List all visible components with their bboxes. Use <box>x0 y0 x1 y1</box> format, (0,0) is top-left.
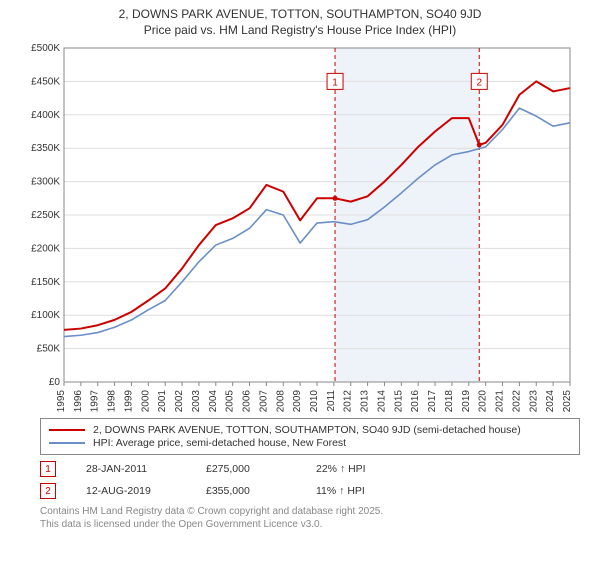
svg-text:2020: 2020 <box>478 390 489 412</box>
svg-text:2001: 2001 <box>157 390 168 412</box>
chart-title: 2, DOWNS PARK AVENUE, TOTTON, SOUTHAMPTO… <box>0 6 600 38</box>
svg-text:2012: 2012 <box>343 390 354 412</box>
svg-text:2010: 2010 <box>309 390 320 412</box>
svg-text:2: 2 <box>476 78 482 89</box>
svg-text:2000: 2000 <box>140 390 151 412</box>
svg-text:1999: 1999 <box>123 390 134 412</box>
credit-line2: This data is licensed under the Open Gov… <box>40 518 580 531</box>
svg-text:2022: 2022 <box>511 390 522 412</box>
svg-text:2011: 2011 <box>326 390 337 412</box>
svg-text:1998: 1998 <box>107 390 118 412</box>
svg-text:2021: 2021 <box>495 390 506 412</box>
sale-marker-2: 2 <box>40 483 56 499</box>
title-line1: 2, DOWNS PARK AVENUE, TOTTON, SOUTHAMPTO… <box>0 6 600 22</box>
svg-text:2017: 2017 <box>427 390 438 412</box>
title-line2: Price paid vs. HM Land Registry's House … <box>0 22 600 38</box>
svg-text:2024: 2024 <box>545 390 556 412</box>
svg-text:2002: 2002 <box>174 390 185 412</box>
svg-text:£100K: £100K <box>31 311 60 322</box>
svg-text:£50K: £50K <box>37 344 61 355</box>
legend-row-1: 2, DOWNS PARK AVENUE, TOTTON, SOUTHAMPTO… <box>49 424 571 436</box>
svg-text:2004: 2004 <box>208 390 219 412</box>
sale-row-1: 1 28-JAN-2011 £275,000 22% ↑ HPI <box>40 461 580 477</box>
legend-label-1: 2, DOWNS PARK AVENUE, TOTTON, SOUTHAMPTO… <box>93 424 521 436</box>
chart-area: £0 £50K £100K £150K £200K £250K £300K £350K £400… <box>20 42 580 412</box>
svg-text:£0: £0 <box>49 377 61 388</box>
legend-label-2: HPI: Average price, semi-detached house,… <box>93 437 346 449</box>
svg-text:2014: 2014 <box>376 390 387 412</box>
sale-delta-1: 22% ↑ HPI <box>316 463 366 475</box>
svg-text:£400K: £400K <box>31 110 60 121</box>
svg-text:£450K: £450K <box>31 77 60 88</box>
svg-text:2023: 2023 <box>528 390 539 412</box>
legend-swatch-1 <box>49 429 85 431</box>
svg-text:1996: 1996 <box>73 390 84 412</box>
sale-price-2: £355,000 <box>206 485 286 497</box>
svg-text:2009: 2009 <box>292 390 303 412</box>
svg-text:2005: 2005 <box>225 390 236 412</box>
legend-row-2: HPI: Average price, semi-detached house,… <box>49 437 571 449</box>
svg-text:2016: 2016 <box>410 390 421 412</box>
svg-text:2015: 2015 <box>393 390 404 412</box>
sale-delta-2: 11% ↑ HPI <box>316 485 365 497</box>
credit-text: Contains HM Land Registry data © Crown c… <box>40 505 580 531</box>
svg-text:2008: 2008 <box>275 390 286 412</box>
sale-price-1: £275,000 <box>206 463 286 475</box>
svg-text:2018: 2018 <box>444 390 455 412</box>
svg-text:£500K: £500K <box>31 43 60 54</box>
svg-text:2025: 2025 <box>562 390 573 412</box>
legend-box: 2, DOWNS PARK AVENUE, TOTTON, SOUTHAMPTO… <box>40 418 580 455</box>
svg-text:2019: 2019 <box>461 390 472 412</box>
line-chart-svg: £0 £50K £100K £150K £200K £250K £300K £350K £400… <box>20 42 580 412</box>
svg-text:£350K: £350K <box>31 144 60 155</box>
sales-table: 1 28-JAN-2011 £275,000 22% ↑ HPI 2 12-AU… <box>40 461 580 499</box>
svg-text:£300K: £300K <box>31 177 60 188</box>
svg-text:2003: 2003 <box>191 390 202 412</box>
svg-text:£200K: £200K <box>31 244 60 255</box>
svg-text:£150K: £150K <box>31 277 60 288</box>
svg-text:2006: 2006 <box>242 390 253 412</box>
svg-text:1: 1 <box>332 78 338 89</box>
sale-marker-1: 1 <box>40 461 56 477</box>
svg-text:1997: 1997 <box>90 390 101 412</box>
svg-text:2007: 2007 <box>258 390 269 412</box>
svg-text:1995: 1995 <box>56 390 67 412</box>
sale-date-1: 28-JAN-2011 <box>86 463 176 475</box>
sale-row-2: 2 12-AUG-2019 £355,000 11% ↑ HPI <box>40 483 580 499</box>
legend-swatch-2 <box>49 442 85 444</box>
svg-text:2013: 2013 <box>360 390 371 412</box>
svg-text:£250K: £250K <box>31 210 60 221</box>
credit-line1: Contains HM Land Registry data © Crown c… <box>40 505 580 518</box>
sale-date-2: 12-AUG-2019 <box>86 485 176 497</box>
